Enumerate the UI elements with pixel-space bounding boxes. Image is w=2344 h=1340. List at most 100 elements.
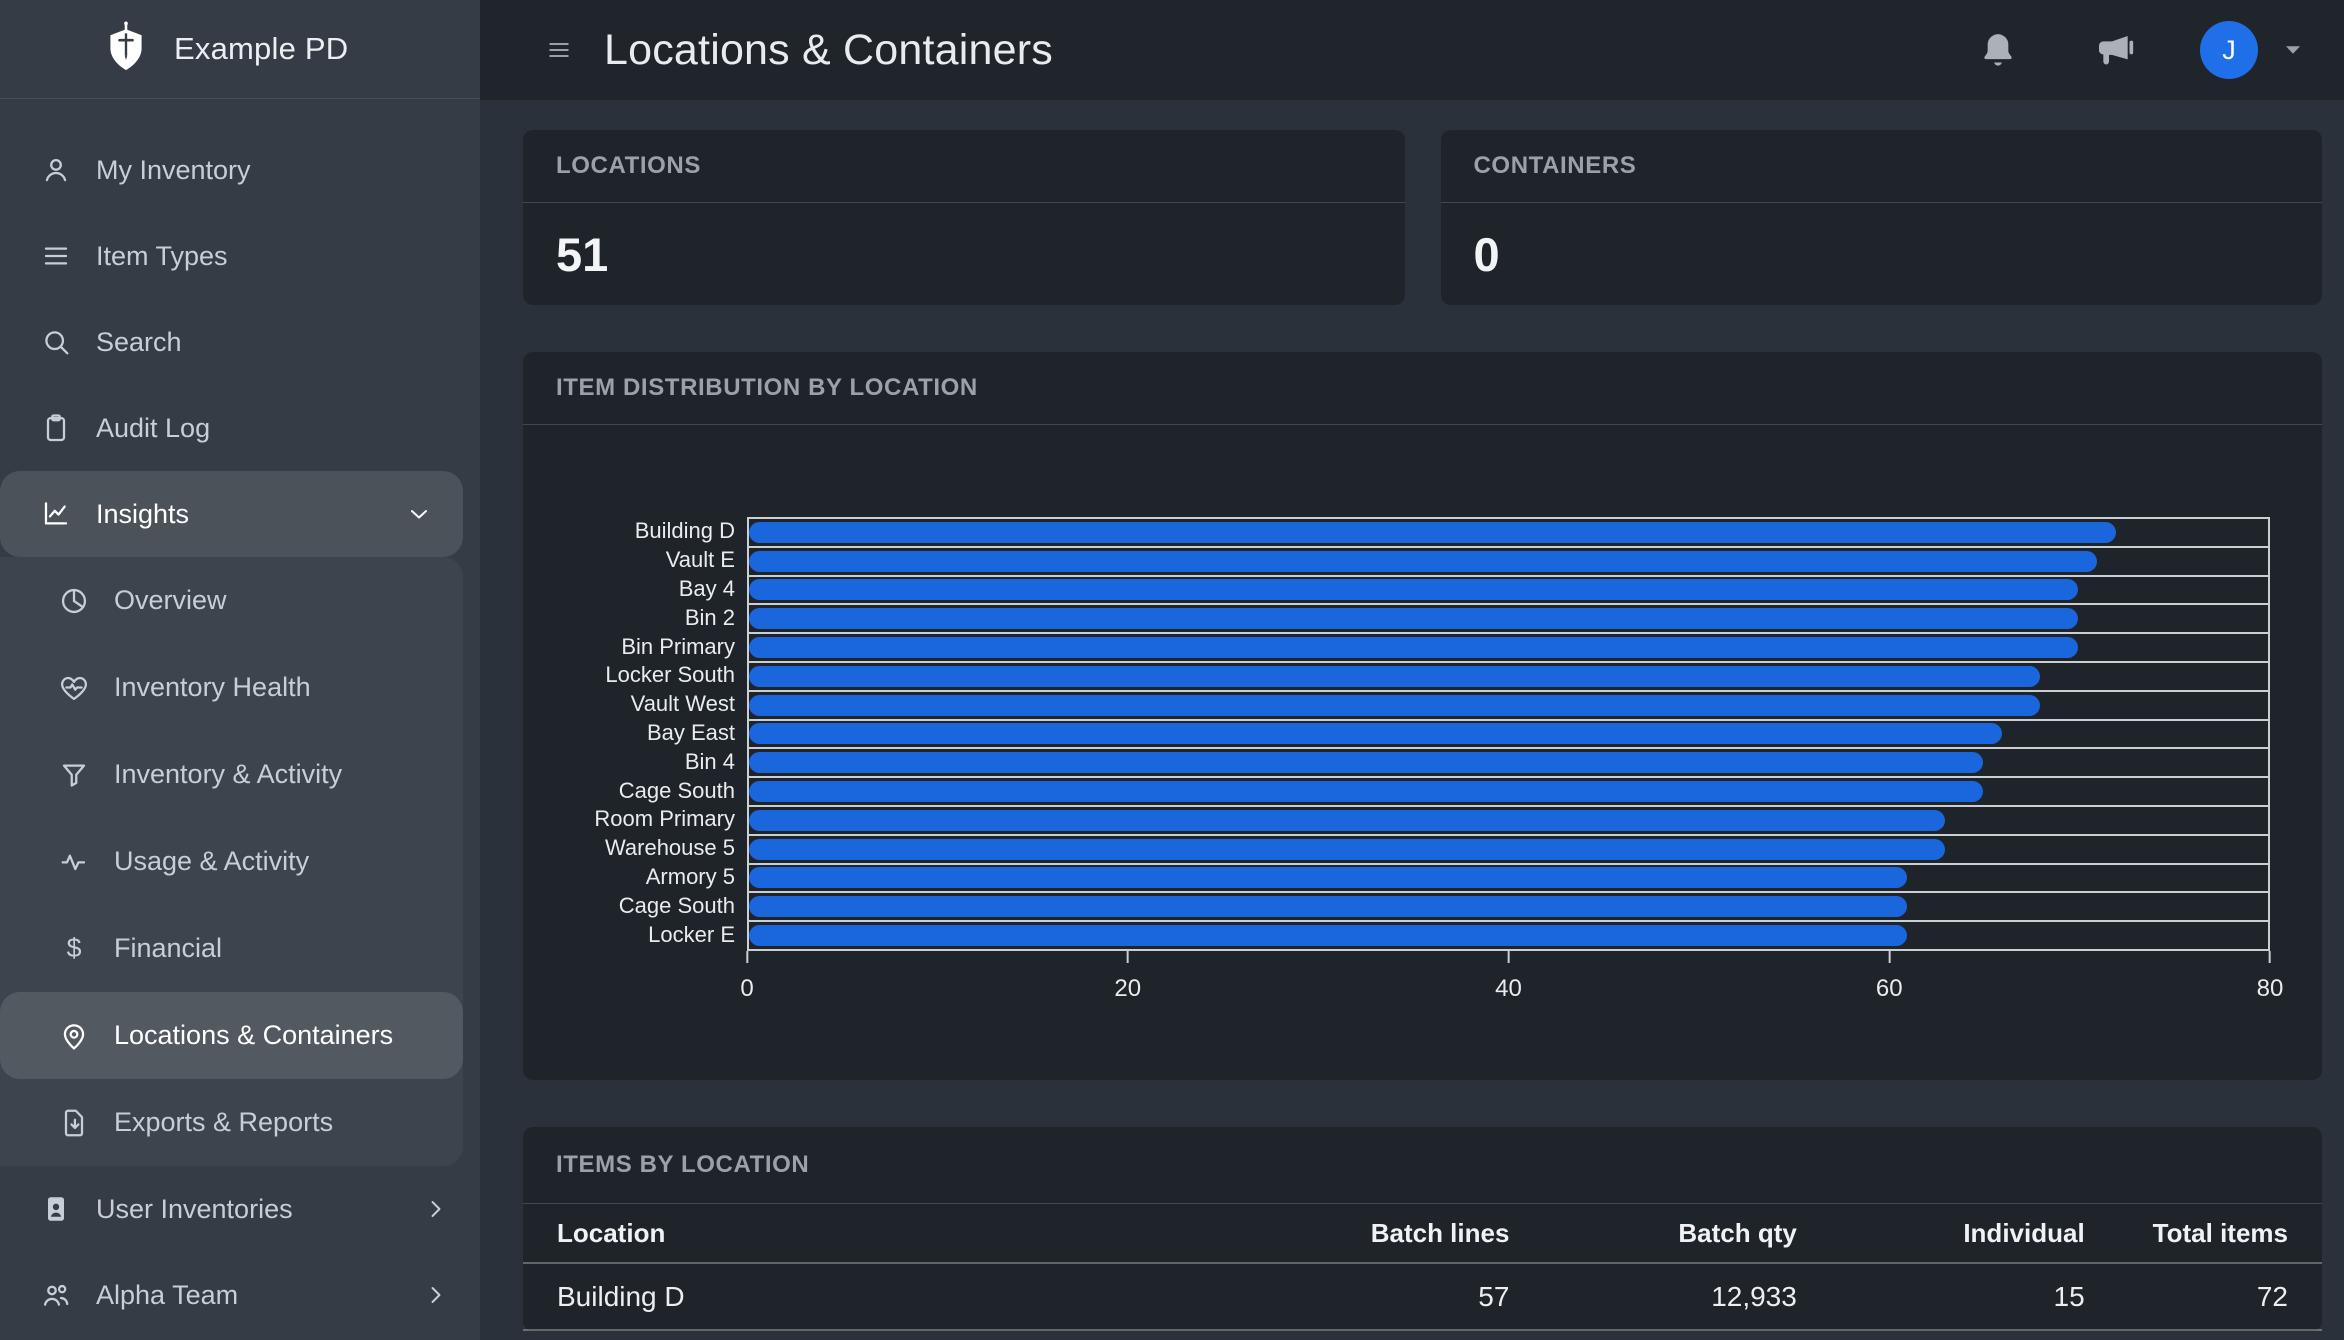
chart-xtick: 80 — [2257, 951, 2284, 1003]
containers-count: 0 — [1441, 203, 2323, 306]
chart-bar — [749, 896, 1907, 917]
chart-bar — [749, 666, 2040, 687]
sidebar-item-usage-activity[interactable]: Usage & Activity — [0, 818, 463, 905]
sidebar-item-locations-containers[interactable]: Locations & Containers — [0, 992, 463, 1079]
chart-plot — [747, 517, 2270, 951]
insights-submenu: OverviewInventory Health Inventory & Acti… — [0, 557, 463, 1166]
chart-bar — [749, 839, 1945, 860]
content: LOCATIONS 51 CONTAINERS 0 ITEM DISTRIBUT… — [480, 100, 2344, 1340]
chart-ylabels: Building DVault EBay 4Bin 2Bin PrimaryLo… — [523, 517, 747, 951]
user-card-icon — [40, 1193, 72, 1225]
file-download-icon — [58, 1107, 90, 1139]
stats-row: LOCATIONS 51 CONTAINERS 0 — [523, 130, 2322, 305]
clipboard-icon — [40, 412, 72, 444]
chart-bar-row — [749, 719, 2268, 748]
sidebar-item-label: Item Types — [96, 241, 450, 272]
pie-icon — [58, 585, 90, 617]
chart-bar — [749, 723, 2002, 744]
chart-line-icon — [40, 498, 72, 530]
chart-bar-row — [749, 575, 2268, 604]
brand[interactable]: Example PD — [0, 0, 480, 99]
table-row[interactable]: Building D5712,9331572 — [523, 1263, 2322, 1330]
sidebar-item-label: Usage & Activity — [114, 846, 433, 877]
chart-xtick: 0 — [740, 951, 753, 1003]
sidebar-item-search[interactable]: Search — [0, 299, 480, 385]
user-avatar[interactable]: J — [2200, 21, 2258, 79]
svg-text:$: $ — [67, 933, 82, 963]
sidebar: Example PD My Inventory Item Types Search A… — [0, 0, 480, 1340]
chart-bar-row — [749, 776, 2268, 805]
sidebar-item-label: User Inventories — [96, 1194, 398, 1225]
sidebar-item-label: Search — [96, 327, 450, 358]
chart-category-label: Bin 4 — [523, 747, 747, 776]
chart-bar — [749, 695, 2040, 716]
sidebar-item-label: Alpha Team — [96, 1280, 398, 1311]
chart-bar — [749, 637, 2078, 658]
notifications-bell-icon[interactable] — [1978, 30, 2018, 70]
sidebar-item-my-inventory[interactable]: My Inventory — [0, 127, 480, 213]
containers-card-title: CONTAINERS — [1441, 130, 2323, 203]
chart-bar-row — [749, 603, 2268, 632]
chart-bar-row — [749, 632, 2268, 661]
table-cell: 72 — [2119, 1263, 2322, 1330]
chart-xtick: 20 — [1114, 951, 1141, 1003]
chart-bar-row — [749, 690, 2268, 719]
table-column-header: Batch qty — [1543, 1204, 1830, 1263]
chart-bar — [749, 810, 1945, 831]
chart-xtick: 60 — [1876, 951, 1903, 1003]
sidebar-item-insights[interactable]: Insights — [0, 471, 463, 557]
sidebar-item-label: Insights — [96, 499, 381, 530]
sidebar-item-label: My Inventory — [96, 155, 450, 186]
sidebar-item-inventory-health[interactable]: Inventory Health — [0, 644, 463, 731]
users-icon — [40, 1279, 72, 1311]
chart-bar — [749, 551, 2097, 572]
table-body: Building D5712,9331572 — [523, 1263, 2322, 1330]
chevron-right-icon — [422, 1195, 450, 1223]
sidebar-item-user-inventories[interactable]: User Inventories — [0, 1166, 480, 1252]
sidebar-item-exports-reports[interactable]: Exports & Reports — [0, 1079, 463, 1166]
sidebar-item-audit-log[interactable]: Audit Log — [0, 385, 480, 471]
chart-xaxis: 020406080 — [747, 951, 2270, 1021]
chart-bar-row — [749, 805, 2268, 834]
chart-bar — [749, 752, 1983, 773]
containers-stat-card: CONTAINERS 0 — [1441, 130, 2323, 305]
user-icon — [40, 154, 72, 186]
chart-bar-row — [749, 834, 2268, 863]
chart-category-label: Room Primary — [523, 805, 747, 834]
user-menu-caret-icon[interactable] — [2280, 37, 2306, 63]
sidebar-item-alpha-team[interactable]: Alpha Team — [0, 1252, 480, 1338]
chart-bar — [749, 579, 2078, 600]
activity-icon — [58, 846, 90, 878]
sidebar-item-label: Financial — [114, 933, 433, 964]
announcements-megaphone-icon[interactable] — [2094, 30, 2134, 70]
page-title: Locations & Containers — [604, 26, 1053, 75]
list-icon — [40, 240, 72, 272]
locations-stat-card: LOCATIONS 51 — [523, 130, 1405, 305]
user-initial: J — [2222, 35, 2236, 66]
chart-category-label: Bay East — [523, 719, 747, 748]
chart-bar — [749, 925, 1907, 946]
map-pin-icon — [58, 1020, 90, 1052]
table-cell: 57 — [1268, 1263, 1543, 1330]
chart-xtick: 40 — [1495, 951, 1522, 1003]
menu-hamburger-icon[interactable] — [544, 35, 574, 65]
chart-category-label: Bin Primary — [523, 632, 747, 661]
sidebar-nav: My Inventory Item Types Search Audit Log Ins… — [0, 99, 480, 1340]
chart-card-title: ITEM DISTRIBUTION BY LOCATION — [523, 352, 2322, 425]
chart-bar-row — [749, 747, 2268, 776]
chart-bar — [749, 608, 2078, 629]
sidebar-item-label: Inventory & Activity — [114, 759, 433, 790]
sidebar-item-financial[interactable]: $ Financial — [0, 905, 463, 992]
table-cell: Building D — [523, 1263, 1268, 1330]
items-by-location-table: LocationBatch linesBatch qtyIndividualTo… — [523, 1204, 2322, 1331]
chevron-down-icon — [405, 500, 433, 528]
main-area: Locations & Containers J LOCATIONS 51 — [480, 0, 2344, 1340]
chart-category-label: Vault West — [523, 690, 747, 719]
table-card-title: ITEMS BY LOCATION — [523, 1127, 2322, 1204]
chart-category-label: Warehouse 5 — [523, 834, 747, 863]
sidebar-item-item-types[interactable]: Item Types — [0, 213, 480, 299]
table-column-header: Batch lines — [1268, 1204, 1543, 1263]
sidebar-item-inventory-activity[interactable]: Inventory & Activity — [0, 731, 463, 818]
sidebar-item-overview[interactable]: Overview — [0, 557, 463, 644]
chart-category-label: Armory 5 — [523, 863, 747, 892]
